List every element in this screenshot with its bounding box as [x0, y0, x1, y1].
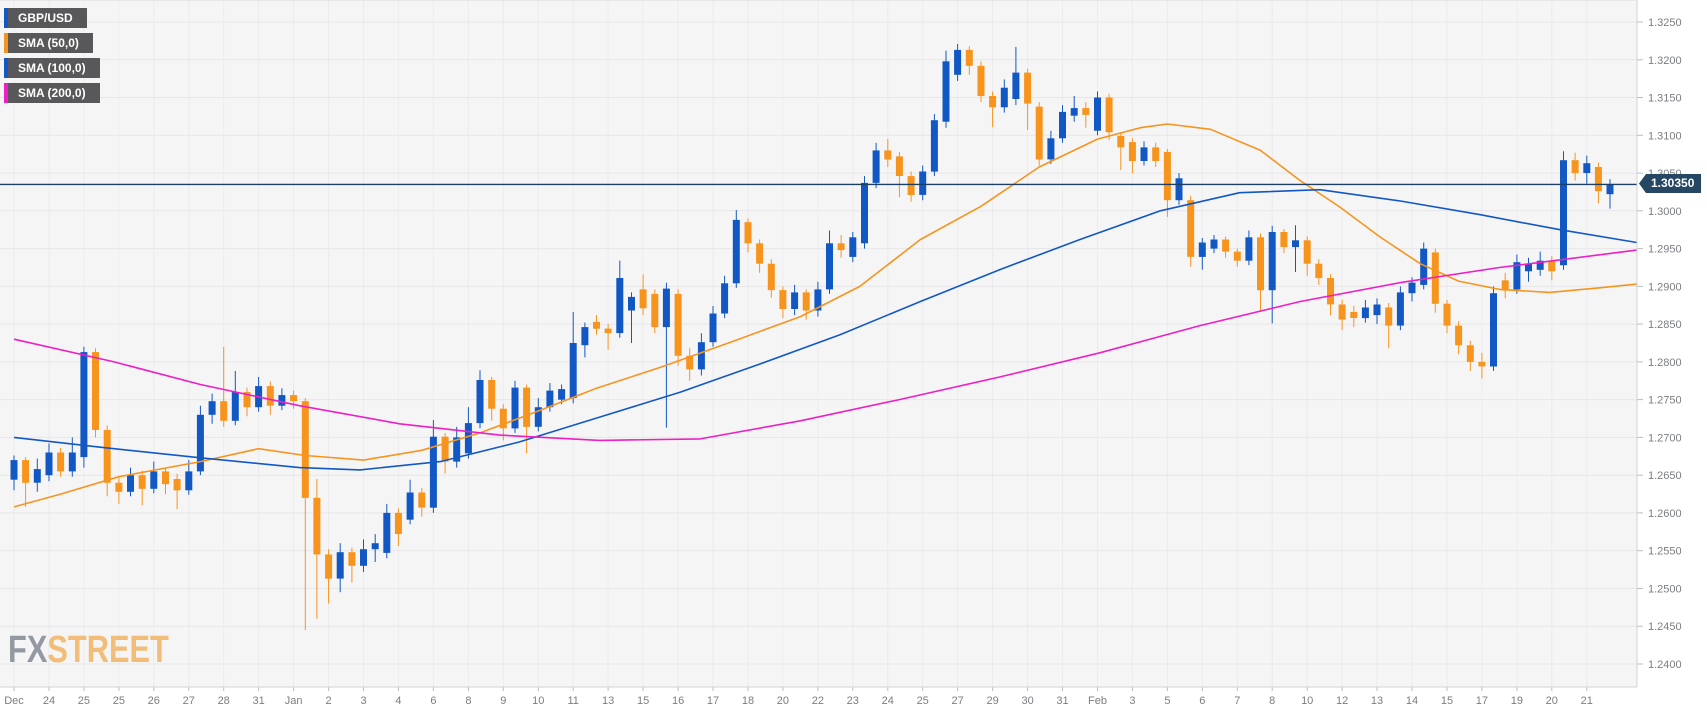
svg-text:23: 23 [847, 695, 859, 707]
svg-text:20: 20 [777, 695, 789, 707]
svg-text:1.2900: 1.2900 [1648, 281, 1682, 293]
svg-text:25: 25 [917, 695, 929, 707]
svg-text:6: 6 [1199, 695, 1205, 707]
svg-text:1.2500: 1.2500 [1648, 584, 1682, 596]
svg-text:5: 5 [1164, 695, 1170, 707]
svg-text:19: 19 [1511, 695, 1523, 707]
svg-text:1.3200: 1.3200 [1648, 55, 1682, 67]
svg-text:Dec: Dec [4, 695, 24, 707]
svg-text:24: 24 [882, 695, 894, 707]
svg-text:13: 13 [1371, 695, 1383, 707]
svg-text:8: 8 [465, 695, 471, 707]
legend-item-label: SMA (200,0) [18, 86, 86, 100]
legend-item-sma200[interactable]: SMA (200,0) [4, 83, 100, 103]
svg-text:1.3100: 1.3100 [1648, 130, 1682, 142]
legend: GBP/USD SMA (50,0) SMA (100,0) SMA (200,… [4, 8, 100, 103]
svg-text:25: 25 [113, 695, 125, 707]
fxstreet-watermark: FXSTREET [8, 628, 169, 671]
svg-text:1.2600: 1.2600 [1648, 508, 1682, 520]
svg-text:1.2800: 1.2800 [1648, 357, 1682, 369]
legend-color-bar [4, 33, 8, 53]
svg-text:24: 24 [43, 695, 55, 707]
legend-item-sma100[interactable]: SMA (100,0) [4, 58, 100, 78]
svg-text:26: 26 [148, 695, 160, 707]
svg-text:10: 10 [1301, 695, 1313, 707]
legend-item-label: GBP/USD [18, 11, 73, 25]
svg-text:12: 12 [1336, 695, 1348, 707]
svg-text:4: 4 [395, 695, 401, 707]
watermark-street: STREET [47, 628, 169, 671]
legend-item-label: SMA (50,0) [18, 36, 79, 50]
svg-text:28: 28 [218, 695, 230, 707]
svg-text:17: 17 [707, 695, 719, 707]
svg-text:18: 18 [742, 695, 754, 707]
svg-text:22: 22 [812, 695, 824, 707]
svg-text:1.2950: 1.2950 [1648, 244, 1682, 256]
svg-text:1.2450: 1.2450 [1648, 621, 1682, 633]
svg-text:1.3000: 1.3000 [1648, 206, 1682, 218]
svg-text:17: 17 [1476, 695, 1488, 707]
svg-text:2: 2 [326, 695, 332, 707]
svg-text:1.3250: 1.3250 [1648, 17, 1682, 29]
svg-text:11: 11 [567, 695, 578, 707]
svg-text:15: 15 [1441, 695, 1453, 707]
svg-text:27: 27 [951, 695, 963, 707]
svg-text:25: 25 [78, 695, 90, 707]
svg-text:20: 20 [1546, 695, 1558, 707]
svg-text:10: 10 [532, 695, 544, 707]
svg-text:7: 7 [1234, 695, 1240, 707]
svg-text:3: 3 [360, 695, 366, 707]
legend-color-bar [4, 8, 8, 28]
svg-text:13: 13 [602, 695, 614, 707]
svg-text:1.3150: 1.3150 [1648, 93, 1682, 105]
svg-text:Feb: Feb [1088, 695, 1107, 707]
svg-text:15: 15 [637, 695, 649, 707]
svg-text:21: 21 [1581, 695, 1593, 707]
svg-text:3: 3 [1129, 695, 1135, 707]
svg-text:16: 16 [672, 695, 684, 707]
watermark-fx: FX [8, 628, 48, 671]
svg-text:1.2400: 1.2400 [1648, 659, 1682, 671]
svg-text:Jan: Jan [285, 695, 303, 707]
svg-text:27: 27 [183, 695, 195, 707]
svg-text:14: 14 [1406, 695, 1418, 707]
legend-item-label: SMA (100,0) [18, 61, 86, 75]
svg-text:9: 9 [500, 695, 506, 707]
svg-text:1.2550: 1.2550 [1648, 546, 1682, 558]
svg-text:1.2700: 1.2700 [1648, 432, 1682, 444]
svg-text:31: 31 [252, 695, 264, 707]
svg-text:29: 29 [986, 695, 998, 707]
svg-text:6: 6 [430, 695, 436, 707]
svg-text:8: 8 [1269, 695, 1275, 707]
legend-color-bar [4, 58, 8, 78]
legend-color-bar [4, 83, 8, 103]
svg-text:31: 31 [1056, 695, 1068, 707]
last-price-badge: 1.30350 [1639, 174, 1702, 193]
svg-text:1.2650: 1.2650 [1648, 470, 1682, 482]
legend-item-gbpusd[interactable]: GBP/USD [4, 8, 87, 28]
svg-text:1.2750: 1.2750 [1648, 395, 1682, 407]
svg-text:30: 30 [1021, 695, 1033, 707]
svg-text:1.2850: 1.2850 [1648, 319, 1682, 331]
legend-item-sma50[interactable]: SMA (50,0) [4, 33, 93, 53]
